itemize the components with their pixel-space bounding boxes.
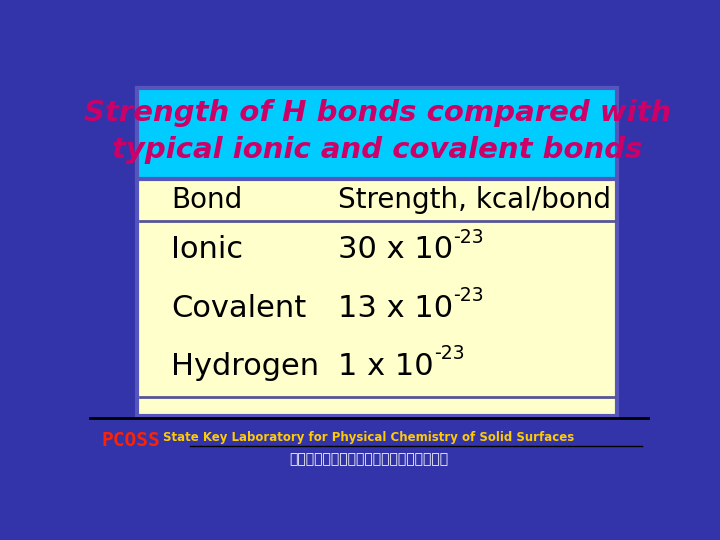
- Text: 13 x 10: 13 x 10: [338, 294, 454, 322]
- Text: Bond: Bond: [171, 186, 242, 214]
- Text: State Key Laboratory for Physical Chemistry of Solid Surfaces: State Key Laboratory for Physical Chemis…: [163, 431, 575, 444]
- Text: -23: -23: [454, 228, 484, 247]
- FancyBboxPatch shape: [138, 87, 617, 416]
- Text: Strength of H bonds compared with: Strength of H bonds compared with: [84, 99, 671, 127]
- Text: Covalent: Covalent: [171, 294, 306, 322]
- Text: Strength, kcal/bond: Strength, kcal/bond: [338, 186, 611, 214]
- Text: 30 x 10: 30 x 10: [338, 235, 454, 265]
- Text: PCOSS: PCOSS: [101, 430, 160, 450]
- Text: Hydrogen: Hydrogen: [171, 352, 319, 381]
- Text: Ionic: Ionic: [171, 235, 243, 265]
- Text: 1 x 10: 1 x 10: [338, 352, 434, 381]
- Text: -23: -23: [434, 345, 464, 363]
- Text: typical ionic and covalent bonds: typical ionic and covalent bonds: [112, 136, 643, 164]
- FancyBboxPatch shape: [138, 87, 617, 179]
- Text: -23: -23: [454, 286, 484, 305]
- Text: 厦门大学固体表面物理化学国家重点实验室: 厦门大学固体表面物理化学国家重点实验室: [289, 452, 449, 466]
